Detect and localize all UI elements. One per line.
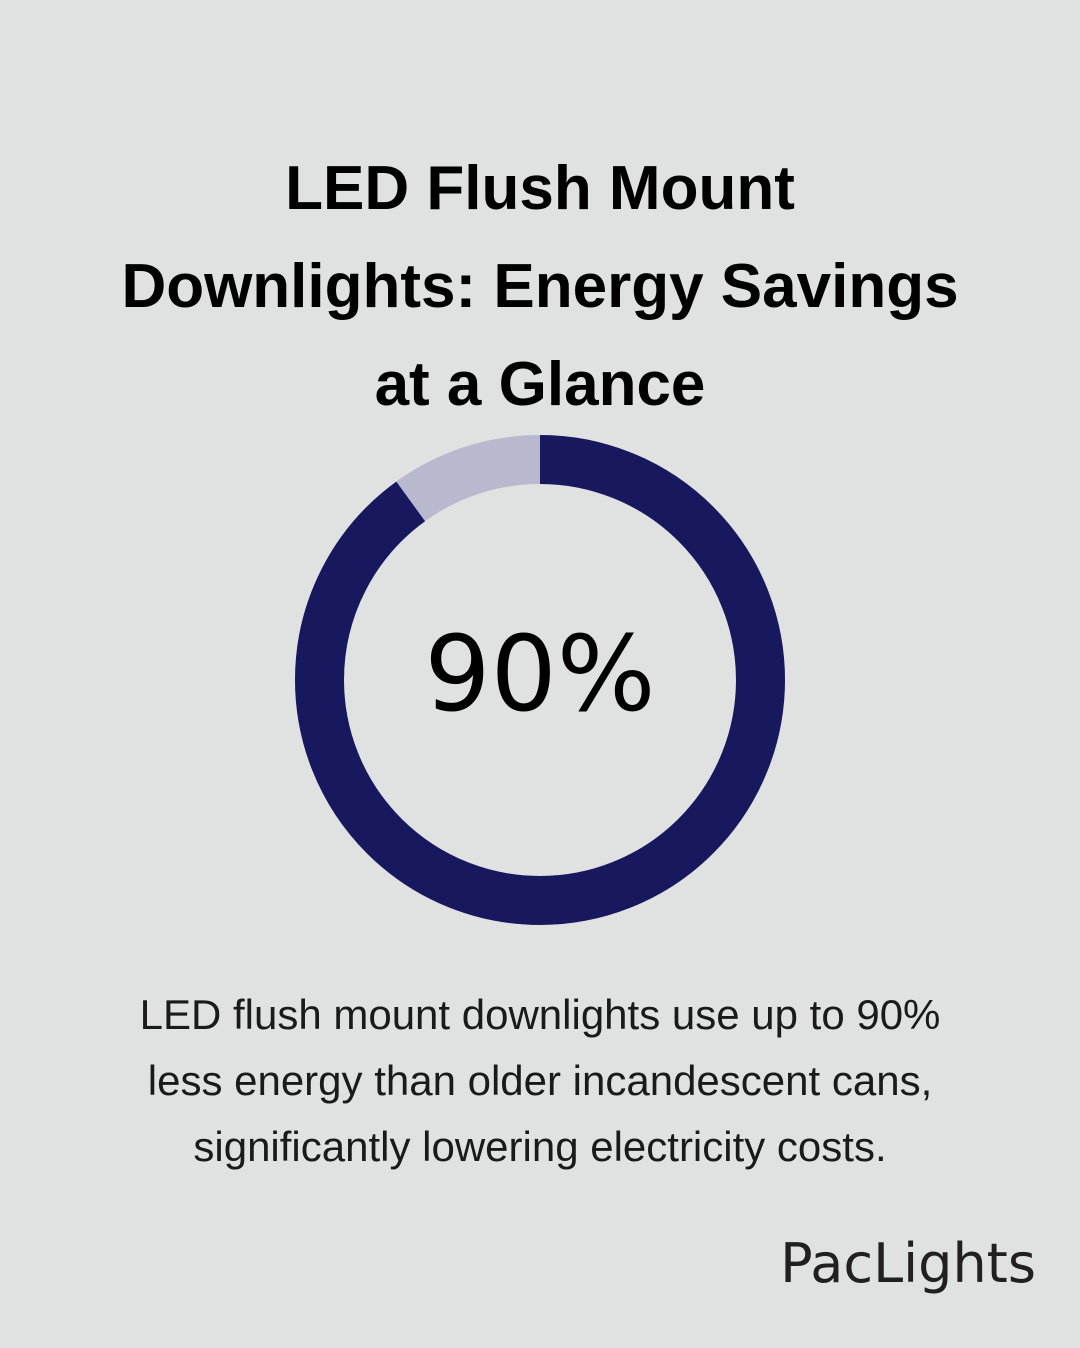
description-line-3: significantly lowering electricity costs… <box>193 1123 887 1170</box>
donut-ring <box>295 435 785 925</box>
donut-value-segment <box>295 435 785 925</box>
paclights-logo: PacLights <box>780 1232 1036 1295</box>
donut-chart: 90% <box>290 430 790 930</box>
description: LED flush mount downlights use up to 90%… <box>0 982 1080 1180</box>
description-line-2: less energy than older incandescent cans… <box>147 1057 933 1104</box>
center-percentage: 90% <box>424 613 656 735</box>
title-line-2: Downlights: Energy Savings <box>121 251 959 321</box>
page-title: LED Flush Mount Downlights: Energy Savin… <box>0 140 1080 434</box>
title-line-1: LED Flush Mount <box>285 153 795 223</box>
title-line-3: at a Glance <box>374 349 706 419</box>
description-line-1: LED flush mount downlights use up to 90% <box>139 991 941 1038</box>
